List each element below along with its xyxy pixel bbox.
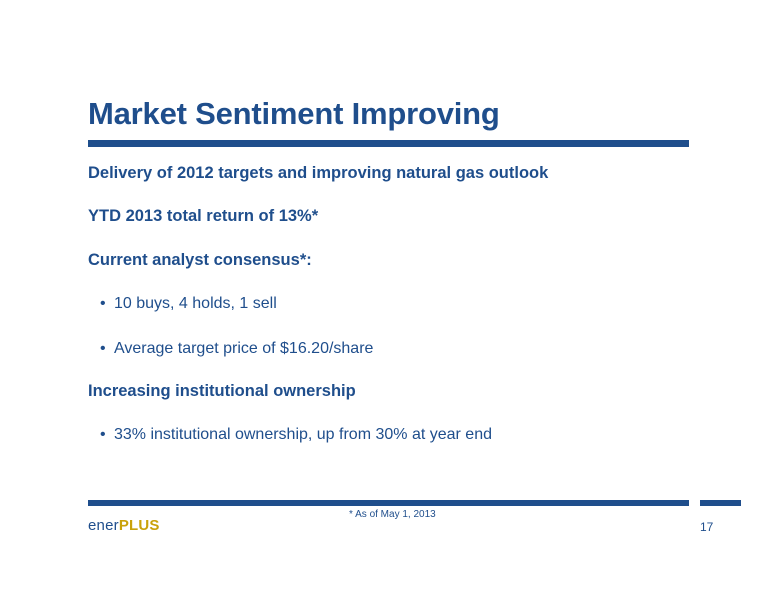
bullet-item: • 33% institutional ownership, up from 30… [100,426,492,444]
bullet-text: 10 buys, 4 holds, 1 sell [114,295,277,312]
footnote: * As of May 1, 2013 [349,509,436,520]
enerplus-logo: enerPLUS [88,517,160,534]
point-heading-3: Current analyst consensus*: [88,251,312,269]
bullet-icon: • [100,426,106,443]
logo-part-plus: PLUS [118,517,160,534]
bullet-text: 33% institutional ownership, up from 30%… [114,426,492,443]
page-number: 17 [700,520,714,534]
bullet-item: • 10 buys, 4 holds, 1 sell [100,295,277,313]
bullet-item: • Average target price of $16.20/share [100,340,373,358]
footer-divider [88,500,689,506]
point-heading-4: Increasing institutional ownership [88,382,356,400]
slide-title: Market Sentiment Improving [88,96,500,131]
footer-divider-side [700,500,741,506]
logo-part-ener: ener [88,517,119,534]
bullet-text: Average target price of $16.20/share [114,340,374,357]
point-heading-2: YTD 2013 total return of 13%* [88,207,319,225]
point-heading-1: Delivery of 2012 targets and improving n… [88,164,549,182]
bullet-icon: • [100,340,106,357]
title-divider [88,140,689,147]
bullet-icon: • [100,295,106,312]
